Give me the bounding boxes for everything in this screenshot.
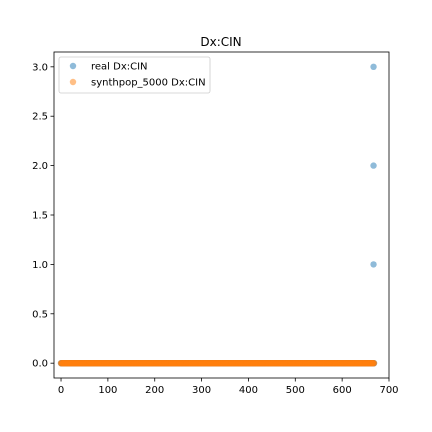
chart-title: Dx:CIN bbox=[200, 35, 241, 49]
plot-area-frame bbox=[53, 51, 390, 379]
series-1 bbox=[57, 359, 378, 367]
x-tick-label: 200 bbox=[145, 385, 164, 396]
data-point bbox=[370, 261, 377, 268]
y-axis: 0.0 0.5 1.0 1.5 2.0 2.5 3.0 bbox=[32, 62, 54, 370]
x-tick-label: 300 bbox=[192, 385, 211, 396]
y-tick-label: 2.5 bbox=[32, 112, 48, 123]
y-tick-label: 1.5 bbox=[32, 211, 48, 222]
x-tick-label: 600 bbox=[333, 385, 352, 396]
legend-box bbox=[58, 56, 211, 94]
x-tick-label: 700 bbox=[379, 385, 398, 396]
series-0 bbox=[57, 63, 378, 367]
x-tick-label: 400 bbox=[239, 385, 258, 396]
plot-marks bbox=[57, 63, 378, 367]
y-tick-label: 0.0 bbox=[32, 359, 48, 370]
y-tick-label: 2.0 bbox=[32, 161, 48, 172]
legend-marker-synthpop bbox=[69, 78, 77, 86]
y-tick-label: 1.0 bbox=[32, 260, 48, 271]
x-axis: 0 100 200 300 400 500 600 700 bbox=[58, 378, 399, 396]
legend-marker-real bbox=[69, 62, 77, 70]
x-tick-label: 0 bbox=[58, 385, 64, 396]
data-point bbox=[370, 162, 377, 169]
data-point bbox=[370, 63, 377, 71]
x-tick-label: 100 bbox=[98, 385, 117, 396]
y-tick-label: 0.5 bbox=[32, 309, 48, 320]
legend-label-real: real Dx:CIN bbox=[91, 62, 148, 73]
legend: real Dx:CIN synthpop_5000 Dx:CIN bbox=[58, 56, 211, 94]
y-tick-label: 3.0 bbox=[32, 62, 48, 73]
legend-label-synthpop: synthpop_5000 Dx:CIN bbox=[91, 78, 206, 89]
data-point bbox=[370, 359, 378, 367]
x-tick-label: 500 bbox=[286, 385, 305, 396]
